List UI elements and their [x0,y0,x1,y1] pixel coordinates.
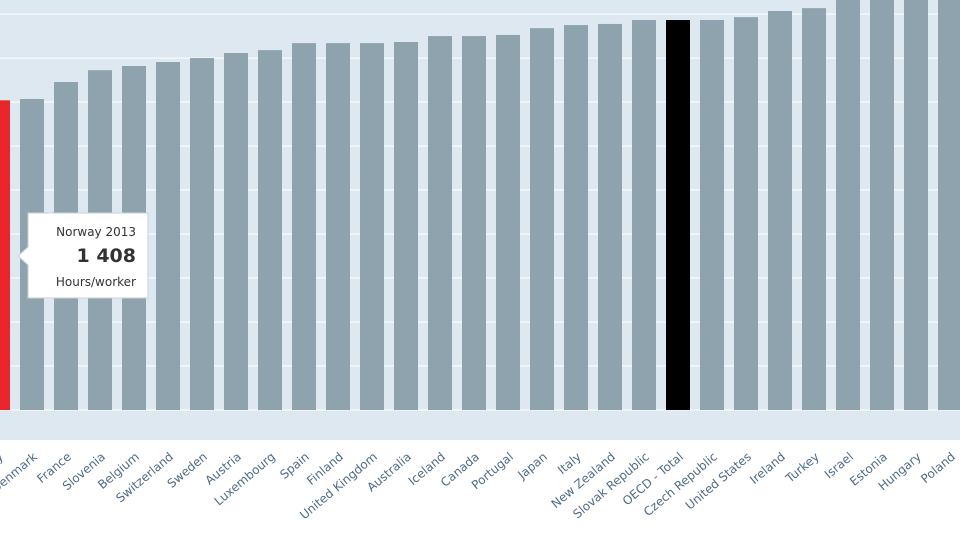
bar [734,17,758,411]
bar [666,20,690,411]
bar [632,20,656,411]
bar [700,20,724,411]
bar [598,23,622,411]
bar [768,10,792,410]
bar [292,43,316,411]
tooltip: Norway 2013 1 408 Hours/worker [17,212,149,299]
bar [224,53,248,411]
bar [190,58,214,411]
x-tick-label: Ireland [747,450,788,487]
bar [326,43,350,411]
x-tick-label: Turkey [782,450,822,486]
bar [360,43,384,411]
bar [156,62,180,411]
bar [530,28,554,410]
bar [462,36,486,410]
tooltip-box [17,212,149,299]
bar [428,36,452,410]
bar [258,50,282,411]
x-tick-label: Poland [918,450,958,486]
tooltip-title: Norway 2013 [56,225,136,239]
tooltip-value: 1 408 [77,245,137,267]
x-tick-label: Denmark [0,450,40,496]
bar [394,42,418,410]
x-tick-label: Japan [515,450,550,483]
bar [802,8,826,410]
bar [836,0,860,410]
bar [904,0,928,411]
bar [0,100,10,411]
bar [870,0,894,410]
bar [496,34,520,410]
tooltip-unit: Hours/worker [56,275,136,289]
bar [938,0,960,410]
bar [564,25,588,411]
